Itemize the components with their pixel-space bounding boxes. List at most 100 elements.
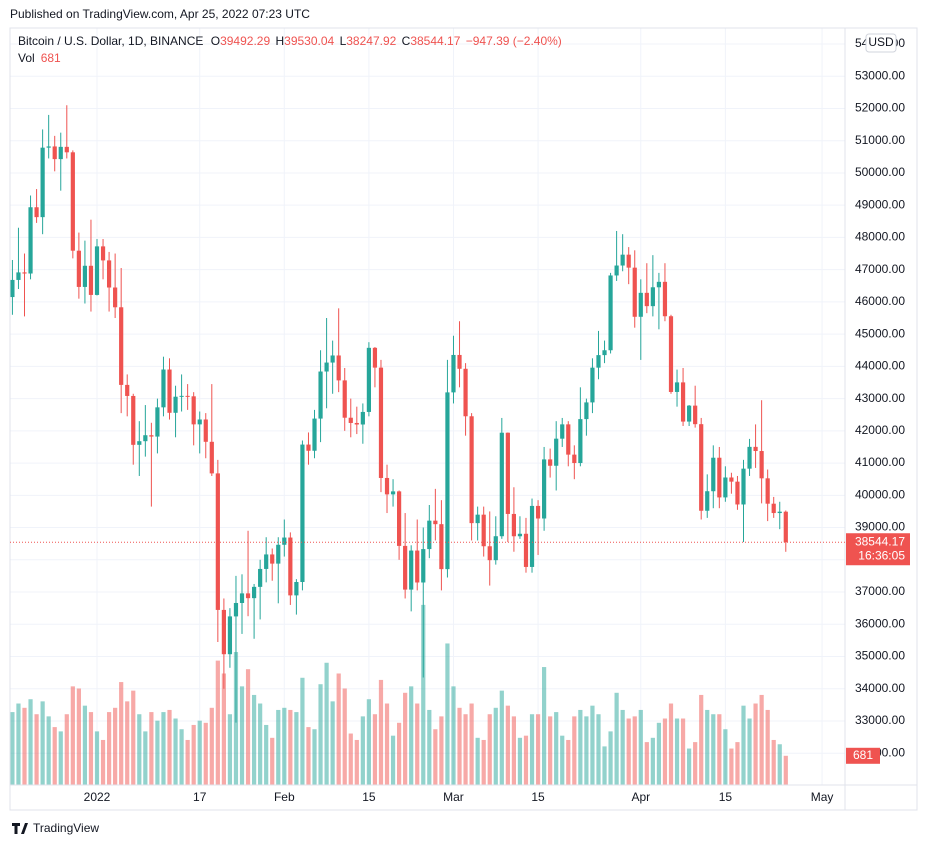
candle-body: [239, 593, 245, 603]
candle-body: [783, 511, 788, 543]
volume-bar: [493, 707, 498, 785]
brand: TradingView: [33, 821, 99, 835]
volume-bar: [457, 707, 462, 785]
volume-bar: [288, 709, 293, 785]
candle-body: [245, 593, 251, 599]
candle-body: [125, 384, 130, 396]
currency-button[interactable]: [865, 33, 897, 53]
candle-body: [197, 419, 202, 425]
candle-body: [644, 292, 649, 307]
candle-body: [415, 550, 420, 583]
candle-body: [656, 281, 662, 288]
candle-body: [52, 146, 57, 160]
volume-bar: [342, 688, 347, 785]
candle-body: [203, 419, 208, 442]
volume-bar: [245, 669, 251, 785]
volume-bar: [300, 677, 305, 785]
currency[interactable]: USD: [868, 35, 894, 49]
y-tick-label: 47000.00: [855, 262, 905, 276]
volume-bar: [517, 737, 523, 785]
candle-body: [270, 554, 275, 564]
y-tick-label: 48000.00: [855, 230, 905, 244]
candle-body: [499, 432, 504, 537]
candle-body: [100, 246, 106, 261]
candle-body: [535, 505, 541, 519]
volume-bar: [119, 682, 124, 785]
candle-body: [729, 477, 734, 482]
volume-bar: [535, 714, 541, 785]
volume-bar: [542, 667, 547, 785]
candle-body: [705, 491, 710, 511]
volume-bar: [251, 694, 257, 785]
volume-bar: [22, 707, 27, 785]
volume-bar: [765, 709, 770, 785]
candle-body: [64, 146, 69, 153]
y-tick-label: 42000.00: [855, 423, 905, 437]
volume-bar: [759, 694, 764, 785]
volume-bar: [711, 714, 716, 785]
candle-body: [560, 424, 565, 439]
candle-body: [433, 520, 438, 525]
volume-bar: [427, 709, 432, 785]
candle-body: [342, 380, 347, 418]
close-value: 38544.17: [410, 34, 460, 48]
x-tick-label: Apr: [631, 790, 650, 804]
candle-body: [602, 350, 607, 356]
candle-body: [626, 254, 631, 268]
volume-bar: [469, 703, 474, 785]
candle-body: [548, 459, 553, 466]
volume-bar: [179, 729, 184, 785]
y-tick-label: 39000.00: [855, 520, 905, 534]
volume-bar: [378, 679, 384, 785]
volume-bar: [632, 716, 637, 785]
candle-body: [300, 444, 305, 583]
volume-label: Vol: [18, 51, 35, 65]
volume-bar: [106, 712, 112, 785]
volume-bar: [64, 714, 69, 785]
volume-bar: [487, 714, 492, 785]
candle-body: [221, 609, 226, 655]
candle-body: [409, 550, 414, 590]
candle-body: [167, 369, 172, 413]
volume-bar: [191, 724, 196, 785]
volume-bar: [523, 735, 529, 785]
candle-body: [113, 287, 118, 308]
volume-bar: [372, 714, 378, 785]
candle-body: [185, 395, 190, 397]
volume-bar: [282, 707, 287, 785]
volume-bar: [578, 709, 583, 785]
candle-body: [699, 424, 704, 511]
frame: [9, 27, 918, 811]
volume-bar: [723, 729, 728, 785]
volume-bar: [360, 716, 365, 785]
volume-bar: [674, 718, 680, 785]
candle-body: [227, 616, 233, 655]
candle-body: [397, 491, 402, 546]
volume-bar: [161, 712, 166, 785]
candle-body: [372, 347, 378, 368]
candle-body: [294, 582, 299, 596]
volume-bar: [572, 716, 577, 785]
y-tick-label: 33000.00: [855, 713, 905, 727]
candle-body: [378, 367, 384, 478]
candle-body: [475, 514, 480, 524]
candle-body: [584, 402, 589, 420]
candle-body: [596, 355, 601, 368]
volume-bar: [336, 673, 341, 785]
y-tick-label: 34000.00: [855, 681, 905, 695]
volume-bar: [76, 688, 81, 785]
candle-body: [40, 147, 45, 218]
volume-bar: [409, 686, 414, 785]
y-tick-label: 35000.00: [855, 649, 905, 663]
volume-bar: [777, 744, 782, 785]
candle-body: [106, 260, 112, 288]
volume-bar: [16, 703, 21, 785]
volume-bar: [143, 731, 148, 785]
y-tick-label: 37000.00: [855, 584, 905, 598]
candle-body: [354, 422, 359, 425]
volume-bar: [40, 701, 45, 785]
volume-bar: [306, 727, 311, 785]
volume-bar: [276, 709, 281, 785]
volume-legend: Vol 681: [18, 51, 61, 65]
